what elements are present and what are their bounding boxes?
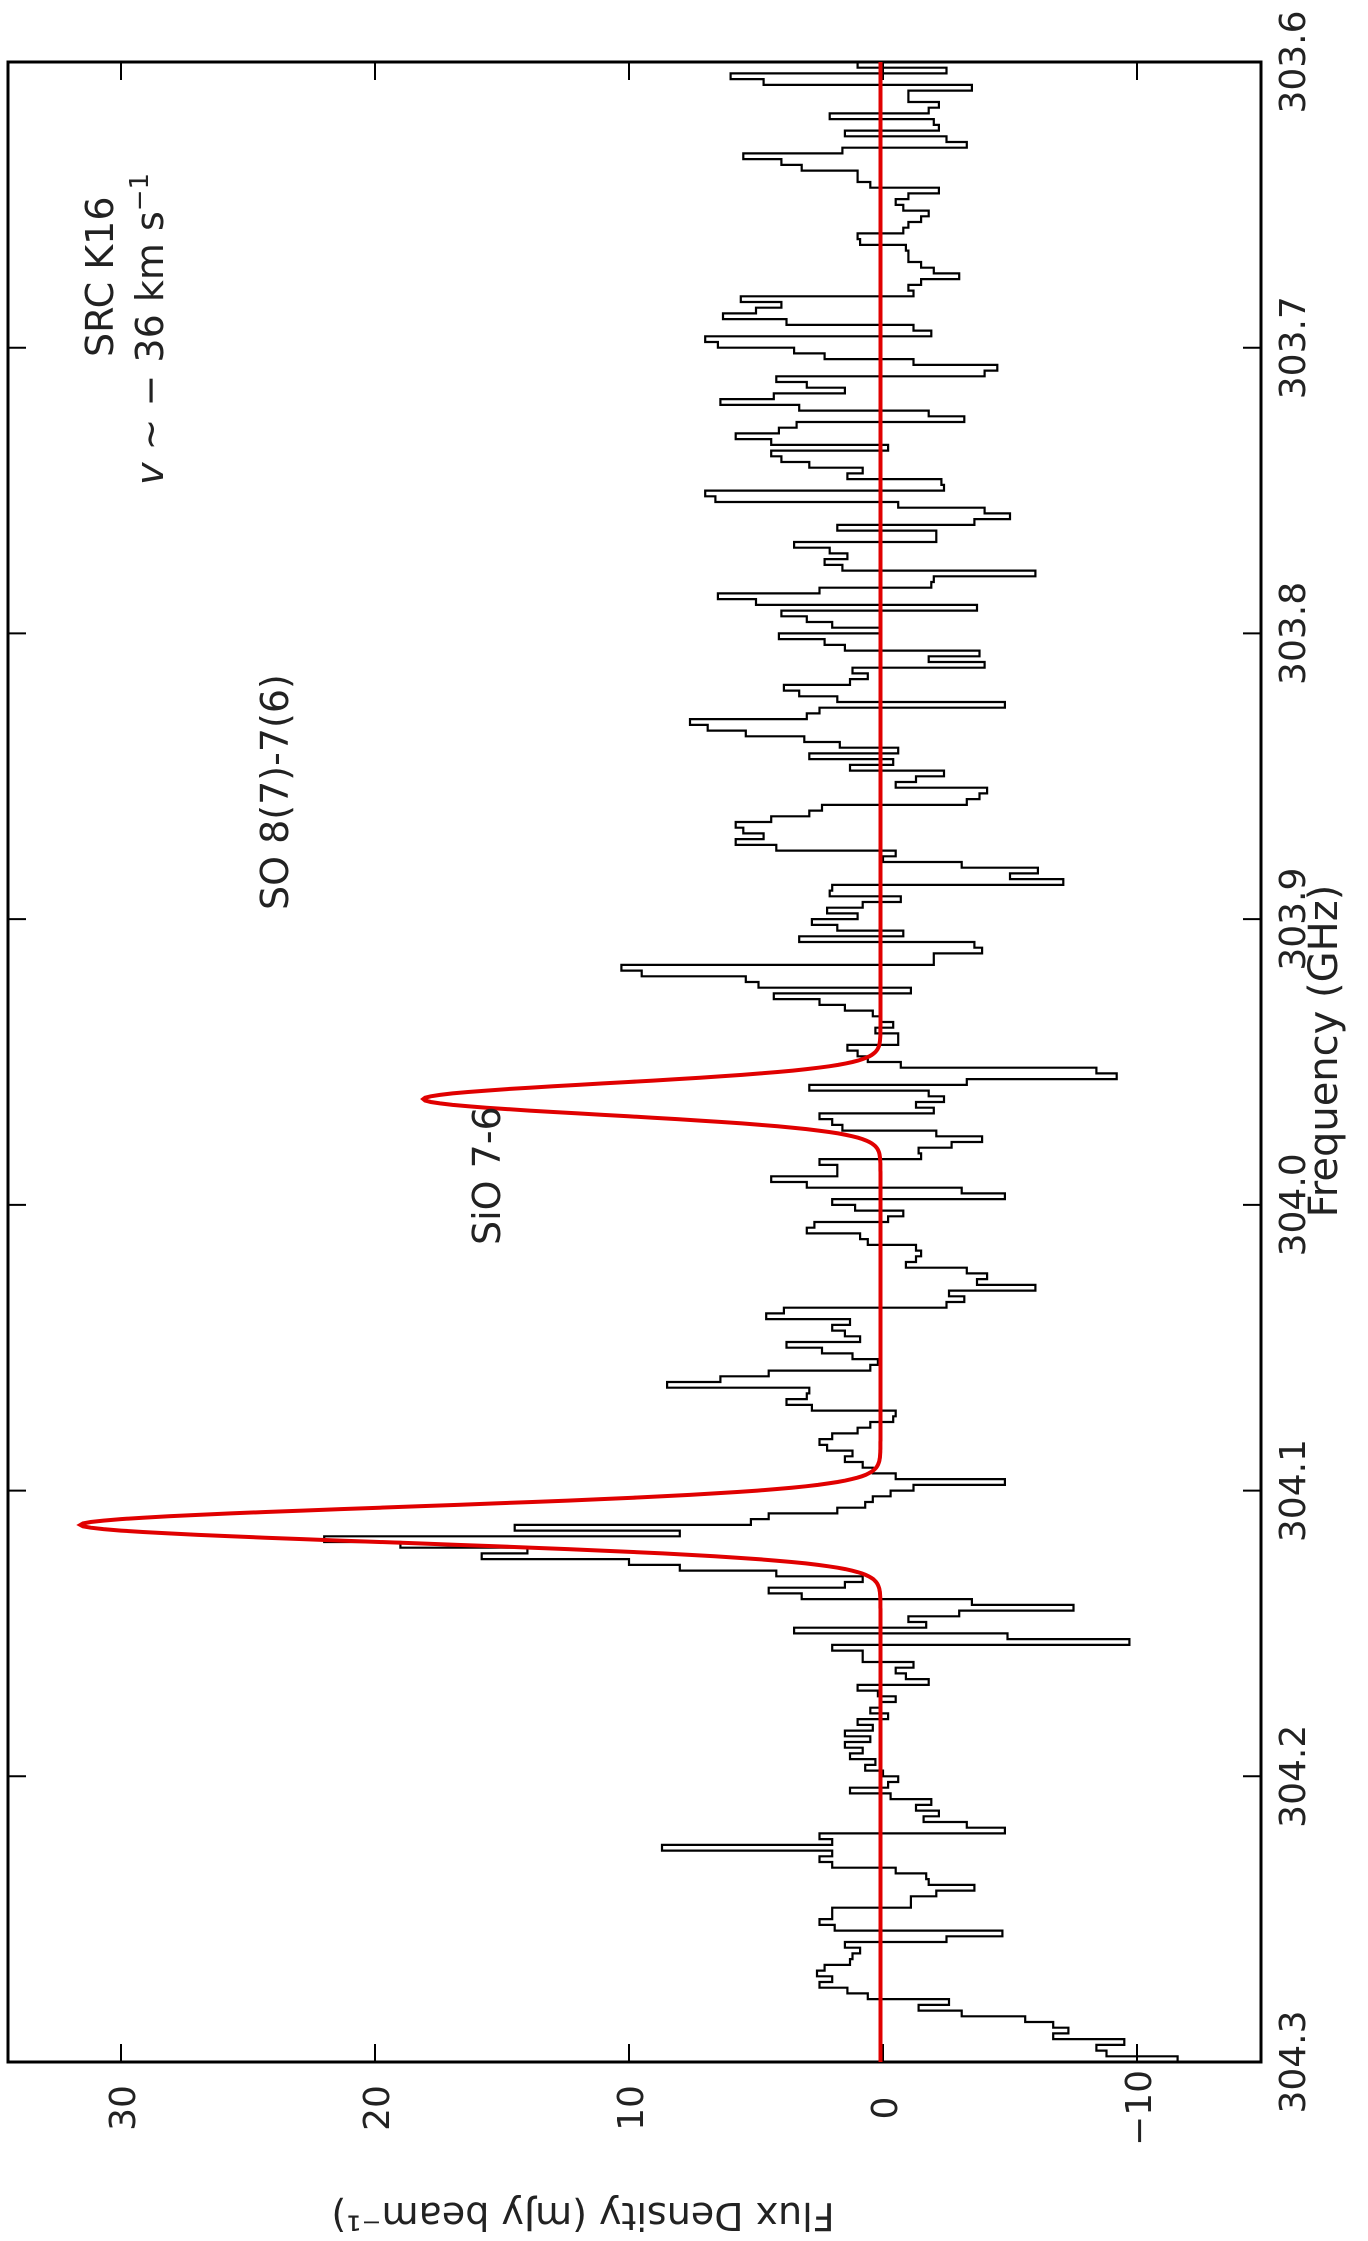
y-tick-label: −10 [1119,2070,1160,2146]
source-annotation: SRC K16 [78,196,122,357]
y-axis-title: Flux Density (mJy beam⁻¹) [331,2194,834,2238]
axis-ticks: 303.6 303.7 303.8 303.9 304.0 304.1 304.2 304.3… [8,10,1314,2146]
x-tick-label: 304.2 [1273,1725,1314,1828]
y-tick-label: 0 [865,2097,906,2120]
model-fit-line [76,62,883,2062]
y-tick-label: 20 [357,2085,398,2131]
x-tick-label: 303.9 [1273,868,1314,971]
y-tick-label: 30 [103,2085,144,2131]
data-series [76,62,1179,2064]
velocity-value: ~ − 36 km s [128,211,172,462]
plot-border [6,60,1263,2064]
plot-frame [6,60,1263,2064]
velocity-symbol: v [128,462,172,485]
x-tick-label: 303.6 [1273,10,1314,113]
velocity-annotation: v ~ − 36 km s−1 [125,173,172,485]
x-tick-label: 304.1 [1273,1439,1314,1542]
x-tick-label: 304.0 [1273,1153,1314,1256]
x-axis-title: Frequency (GHz) [1301,885,1347,1218]
so-line-annotation: SO 8(7)-7(6) [253,674,297,910]
x-tick-label: 304.3 [1273,2010,1314,2113]
text-labels: Flux Density (mJy beam⁻¹) Frequency (GHz… [78,173,1347,2238]
y-tick-label: 10 [611,2085,652,2131]
sio-line-annotation: SiO 7-6 [465,1106,509,1245]
velocity-exponent: −1 [125,173,155,211]
x-tick-label: 303.7 [1273,296,1314,399]
x-tick-label: 303.8 [1273,582,1314,685]
observed-spectrum-line [82,62,1179,2064]
